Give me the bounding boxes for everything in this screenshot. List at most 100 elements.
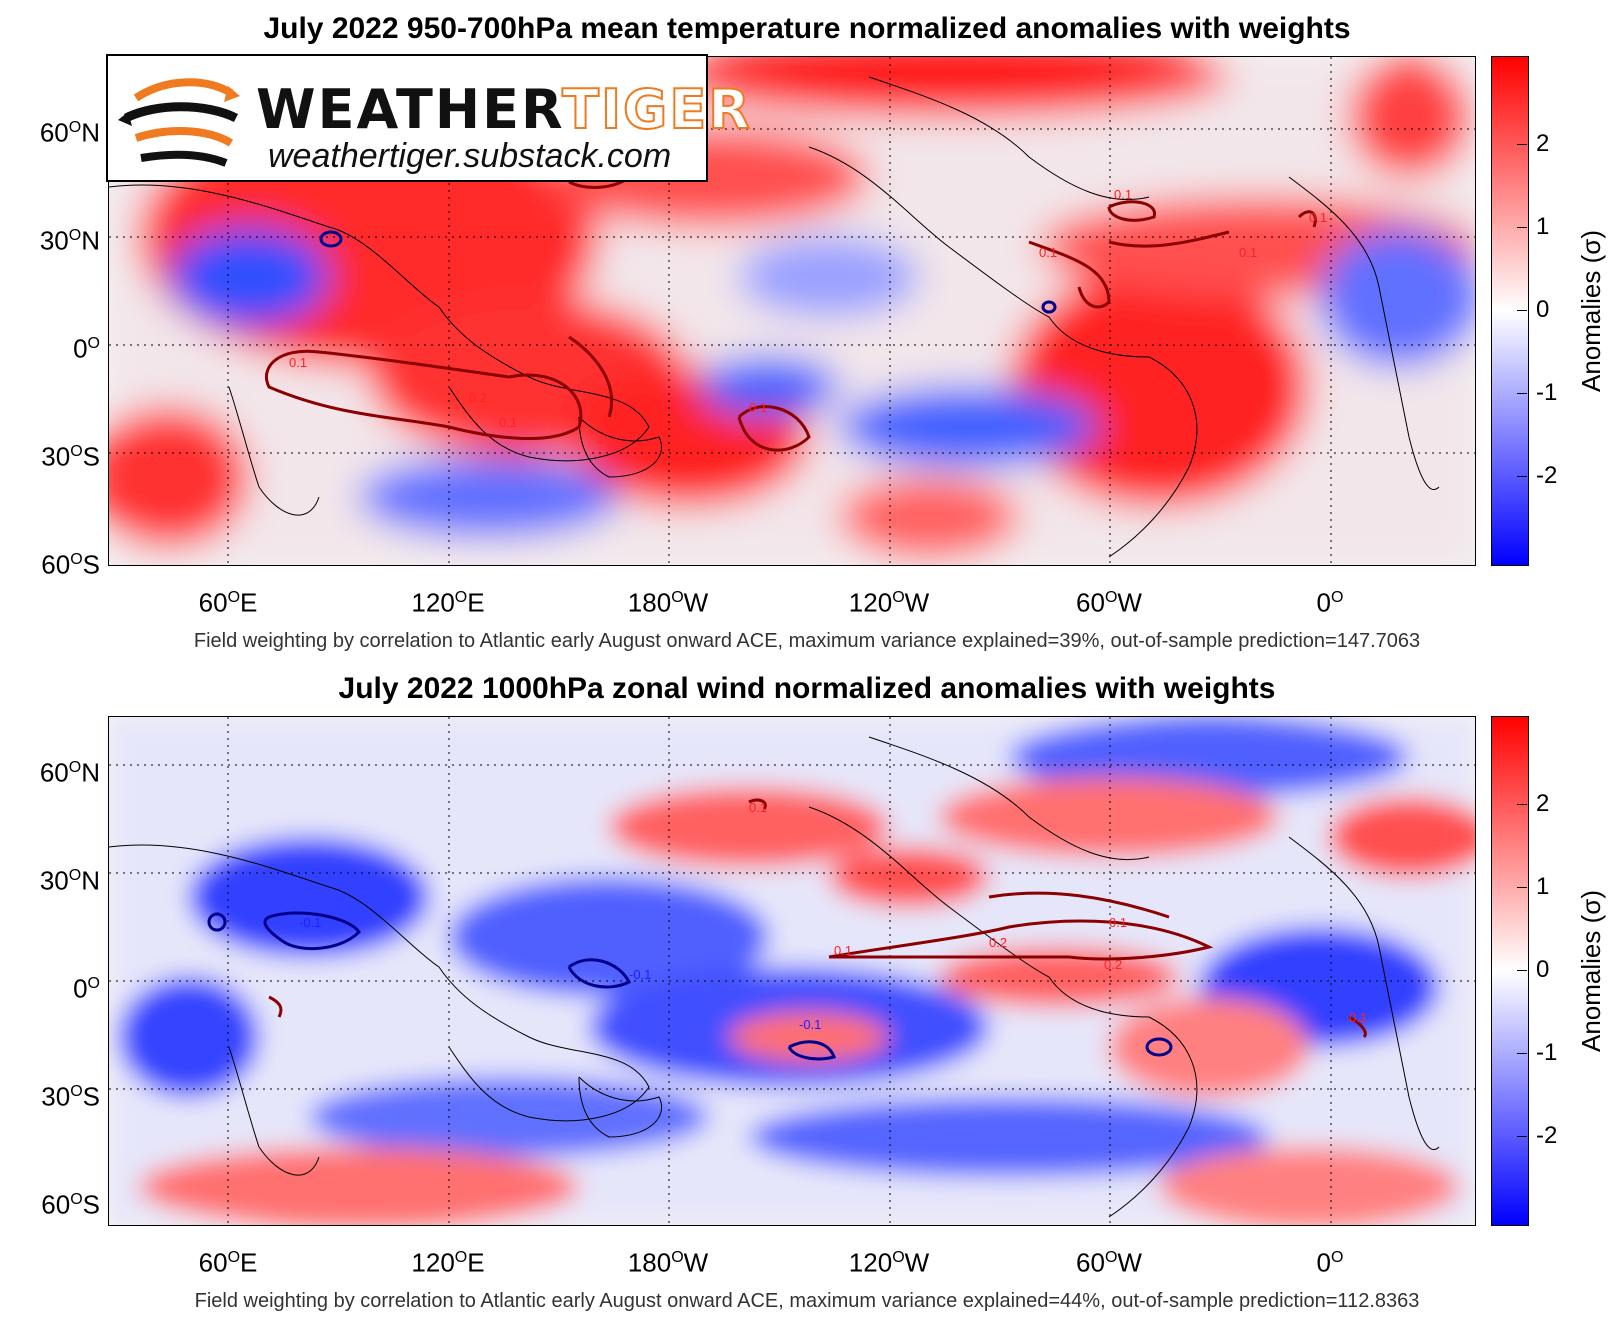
panel2-contour-label: 0.2 [989,935,1007,950]
panel2-colorbar-tick [1517,1053,1527,1054]
panel1-contour-label: 0.1 [499,415,517,430]
panel1-contour-label: 0.1 [749,400,767,415]
panel1-lon-label: 120OE [411,587,485,618]
panel2-contour-label: 0.1 [749,800,767,815]
panel1-contour [1297,210,1317,228]
panel1-caption: Field weighting by correlation to Atlant… [193,630,1421,652]
panel2-lon-label: 60OW [1076,1247,1142,1278]
panel1-contour [1028,240,1111,309]
panel1-lat-label: 0O [73,333,100,364]
panel2-lat-label: 60ON [39,757,100,788]
panel2-contour [263,911,361,951]
panel2-colorbar-tick [1517,887,1527,888]
panel2-negative-contours [207,911,1173,1061]
panel2-contour-label: -0.1 [299,915,321,930]
panel1-lon-label: 60OE [198,587,258,618]
panel1-colorbar-tick [1517,393,1527,394]
panel1-contour [568,335,614,418]
panel2-contour-label: 0.2 [1104,957,1122,972]
panel2-contour-label: 0.1 [834,943,852,958]
panel2-contour-label: -0.1 [799,1017,821,1032]
panel2-lon-label: 60OE [198,1247,258,1278]
panel1-contour [1108,230,1230,248]
panel2-contour [787,1040,836,1061]
panel1-contour [737,405,811,452]
panel2-contour [988,891,1170,919]
panel1-contour-label: 0.1 [289,355,307,370]
panel1-colorbar-label: Anomalies (σ) [1576,230,1606,392]
panel1-lat-label: 30OS [41,441,100,472]
panel2-lon-label: 120OE [411,1247,485,1278]
panel2-colorbar-tick-label: -1 [1536,1039,1558,1066]
panel1-lon-label: 0O [1316,587,1344,618]
panel1-contour [1107,200,1156,222]
panel1-lat-label: 30ON [39,225,100,256]
panel1-lon-label: 180OW [627,587,709,618]
panel2-graticule [109,717,1475,1225]
panel1-colorbar-tick [1517,476,1527,477]
panel2-colorbar-tick-label: 0 [1536,956,1550,983]
panel1-negative-contours [319,230,1057,314]
panel1-colorbar-tick [1517,144,1527,145]
panel1-contour [319,230,343,248]
panel1-lon-label: 60OW [1076,587,1142,618]
panel2-colorbar-tick [1517,804,1527,805]
panel2-colorbar-tick-label: -2 [1536,1122,1558,1149]
panel1-colorbar-tick-label: 2 [1536,130,1550,157]
panel1-lat-label: 60OS [41,549,100,580]
panel2-anomaly-field [109,717,1475,1225]
panel2-lon-label: 0O [1316,1247,1344,1278]
panel2-colorbar-tick-label: 2 [1536,790,1550,817]
panel1-contour-label: 0.1 [1239,245,1257,260]
panel2-lat-label: 60OS [41,1189,100,1220]
panel2-lat-label: 30ON [39,865,100,896]
panel2-contour [207,912,227,932]
panel1-title: July 2022 950-700hPa mean temperature no… [263,12,1351,45]
panel2-contour [567,958,632,989]
weathertiger-logo: WEATHERTIGER weathertiger.substack.com [106,54,751,182]
panel1-colorbar-tick-label: 0 [1536,296,1550,323]
panel2-map-canvas: -0.1 -0.1 -0.1 0.1 0.1 0.1 0.2 0.2 0.1 [109,717,1475,1225]
panel1-lon-label: 120OW [848,587,930,618]
panel1-contour-labels: 0.1 0.2 0.1 0.1 0.1 0.1 0.1 0.1 [289,187,1327,430]
panel2-contour [1348,1015,1367,1039]
panel1-lat-label: 60ON [39,117,100,148]
panel2-contour-label: 0.1 [1349,1010,1367,1025]
panel1-colorbar-tick-label: -1 [1536,379,1558,406]
panel2-colorbar-tick [1517,1136,1527,1137]
panel2-contour [748,798,767,810]
panel1-colorbar-tick-label: 1 [1536,213,1550,240]
panel2-colorbar [1491,716,1529,1226]
swirl-icon [118,78,240,167]
panel1-colorbar-tick-label: -2 [1536,462,1558,489]
panel2-contour [828,919,1214,961]
panel2-lon-label: 120OW [848,1247,930,1278]
panel1-colorbar-tick [1517,310,1527,311]
panel2-title: July 2022 1000hPa zonal wind normalized … [338,672,1276,705]
panel1-contour-label: 0.2 [469,390,487,405]
panel2-contour-labels: -0.1 -0.1 -0.1 0.1 0.1 0.1 0.2 0.2 0.1 [299,800,1367,1032]
panel2-contour [268,995,283,1018]
panel2-coastlines [109,736,1440,1218]
panel2-map: -0.1 -0.1 -0.1 0.1 0.1 0.1 0.2 0.2 0.1 [108,716,1476,1226]
panel2-colorbar-tick [1517,970,1527,971]
panel2-caption: Field weighting by correlation to Atlant… [194,1290,1420,1312]
panel2-colorbar-label: Anomalies (σ) [1576,890,1606,1052]
panel2-lat-label: 30OS [41,1081,100,1112]
panel1-contour [265,349,583,441]
logo-wordmark: WEATHERTIGER [256,78,752,141]
panel1-colorbar [1491,56,1529,566]
panel2-weight-contours [268,798,1367,1039]
panel2-lon-label: 180OW [627,1247,709,1278]
panel1-contour [1041,300,1057,314]
panel1-weight-contours [265,175,1317,452]
panel2-colorbar-tick-label: 1 [1536,873,1550,900]
panel2-contour-label: -0.1 [629,967,651,982]
panel1-colorbar-tick [1517,227,1527,228]
logo-url: weathertiger.substack.com [268,137,672,175]
panel1-contour-label: 0.1 [1309,210,1327,225]
panel1-contour-label: 0.1 [1114,187,1132,202]
panel2-contour-label: 0.1 [1109,915,1127,930]
panel2-contour [1145,1037,1173,1057]
panel1-contour-label: 0.1 [1039,245,1057,260]
